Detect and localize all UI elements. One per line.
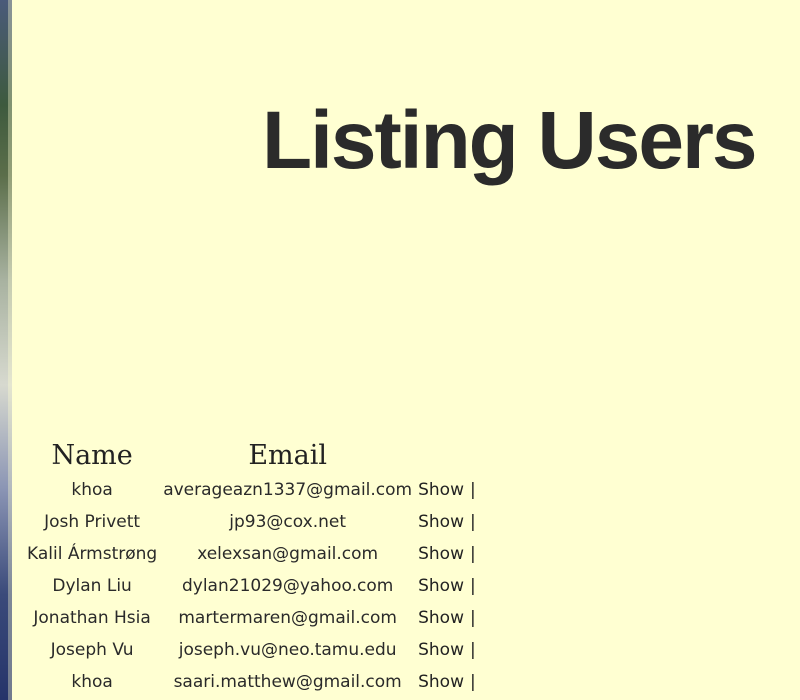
row-actions: Show |	[415, 570, 479, 602]
show-link[interactable]: Show	[418, 512, 464, 532]
table-row: khoa averageazn1337@gmail.com Show |	[24, 474, 479, 506]
row-actions: Show |	[415, 634, 479, 666]
table-row: Kalil Ármstrøng xelexsan@gmail.com Show |	[24, 538, 479, 570]
user-email: dylan21029@yahoo.com	[181, 576, 394, 596]
show-link[interactable]: Show	[418, 576, 464, 596]
table-row: khoa saari.matthew@gmail.com Show |	[24, 666, 479, 698]
row-actions: Show |	[415, 506, 479, 538]
action-separator: |	[469, 576, 476, 596]
user-name: khoa	[71, 480, 113, 500]
row-actions: Show |	[415, 538, 479, 570]
table-row: Dylan Liu dylan21029@yahoo.com Show |	[24, 570, 479, 602]
row-actions: Show |	[415, 602, 479, 634]
user-email: averageazn1337@gmail.com	[163, 480, 413, 500]
user-name: Kalil Ármstrøng	[27, 544, 158, 564]
user-email: martermaren@gmail.com	[178, 608, 397, 628]
column-header-name: Name	[51, 439, 133, 471]
action-separator: |	[469, 480, 476, 500]
table-row: Jonathan Hsia martermaren@gmail.com Show…	[24, 602, 479, 634]
user-name: Jonathan Hsia	[33, 608, 151, 628]
action-separator: |	[469, 640, 476, 660]
user-email: xelexsan@gmail.com	[197, 544, 379, 564]
table-row: Joseph Vu joseph.vu@neo.tamu.edu Show |	[24, 634, 479, 666]
table-row: Josh Privett jp93@cox.net Show |	[24, 506, 479, 538]
user-name: Josh Privett	[44, 512, 141, 532]
page-title: Listing Users	[262, 95, 757, 186]
user-name: Dylan Liu	[52, 576, 132, 596]
action-separator: |	[469, 512, 476, 532]
row-actions: Show |	[415, 666, 479, 698]
row-actions: Show |	[415, 474, 479, 506]
action-separator: |	[469, 544, 476, 564]
user-email: saari.matthew@gmail.com	[173, 672, 402, 692]
show-link[interactable]: Show	[418, 672, 464, 692]
show-link[interactable]: Show	[418, 544, 464, 564]
table-header-row: Name Email	[24, 438, 479, 474]
left-edge-background	[0, 0, 12, 700]
user-name: Joseph Vu	[50, 640, 134, 660]
users-table: Name Email khoa averageazn1337@gmail.com…	[24, 438, 479, 698]
user-email: jp93@cox.net	[229, 512, 347, 532]
user-name: khoa	[71, 672, 113, 692]
show-link[interactable]: Show	[418, 480, 464, 500]
column-header-email: Email	[248, 439, 327, 471]
show-link[interactable]: Show	[418, 608, 464, 628]
show-link[interactable]: Show	[418, 640, 464, 660]
action-separator: |	[469, 608, 476, 628]
action-separator: |	[469, 672, 476, 692]
column-header-actions	[415, 438, 479, 474]
user-email: joseph.vu@neo.tamu.edu	[178, 640, 397, 660]
